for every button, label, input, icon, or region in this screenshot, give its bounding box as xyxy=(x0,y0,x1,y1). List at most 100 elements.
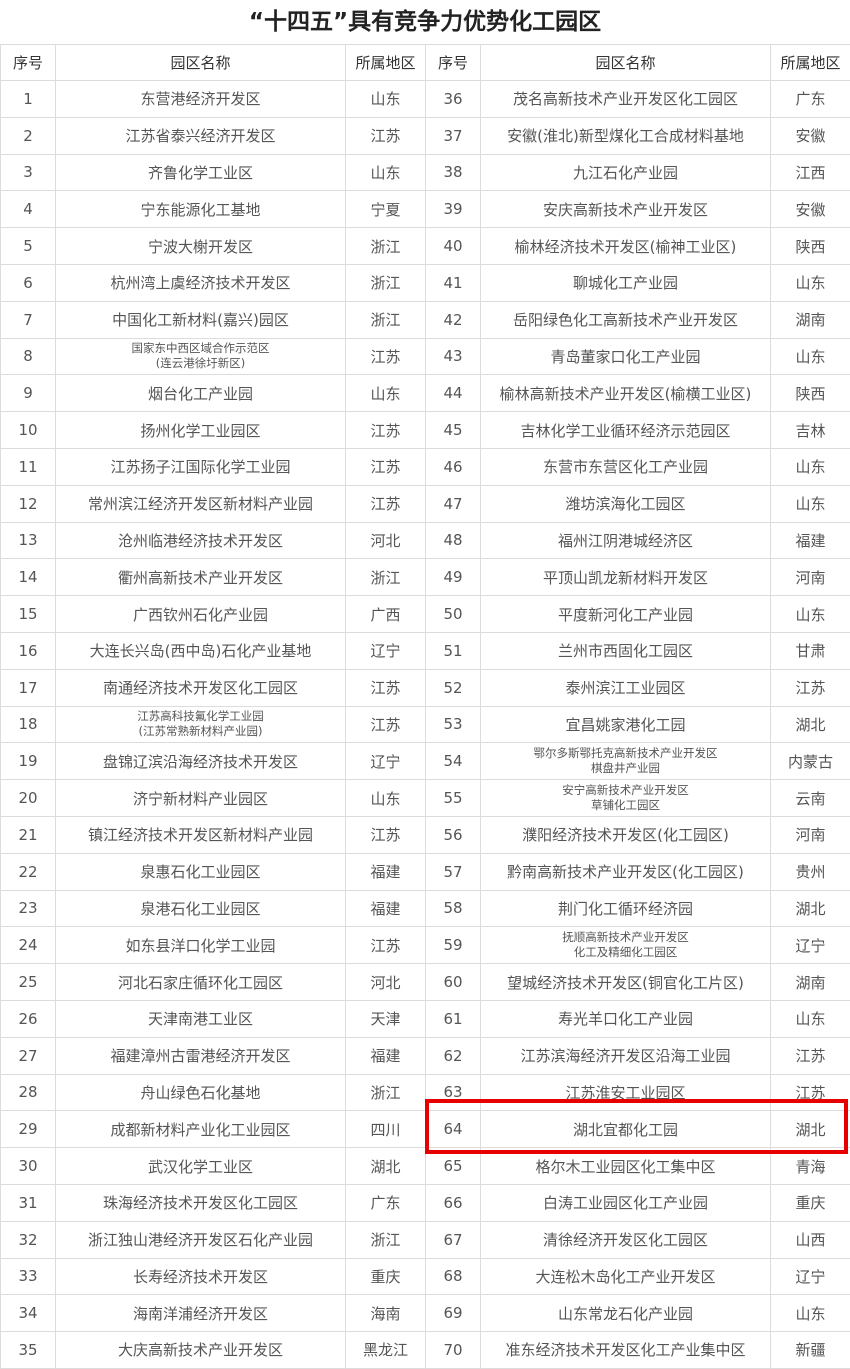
cell-region: 江苏 xyxy=(345,116,426,155)
cell-region: 福建 xyxy=(345,1036,426,1075)
cell-region: 江苏 xyxy=(770,1036,850,1075)
cell-region: 山西 xyxy=(770,1220,850,1259)
cell-index: 29 xyxy=(0,1110,56,1149)
cell-region: 广西 xyxy=(345,595,426,633)
cell-park-name: 海南洋浦经济开发区 xyxy=(55,1294,346,1333)
table-row: 32 浙江独山港经济开发区石化产业园 浙江 67 清徐经济开发区化工园区 山西 xyxy=(0,1220,850,1259)
header-index: 序号 xyxy=(0,44,56,81)
table-row: 9 烟台化工产业园 山东 44 榆林高新技术产业开发区(榆横工业区) 陕西 xyxy=(0,374,850,413)
table-row: 16 大连长兴岛(西中岛)石化产业基地 辽宁 51 兰州市西固化工园区 甘肃 xyxy=(0,631,850,670)
cell-region: 天津 xyxy=(345,999,426,1038)
cell-index: 20 xyxy=(0,779,56,817)
table-row: 5 宁波大榭开发区 浙江 40 榆林经济技术开发区(榆神工业区) 陕西 xyxy=(0,227,850,265)
cell-index: 33 xyxy=(0,1257,56,1296)
cell-region: 辽宁 xyxy=(770,926,850,965)
cell-index: 16 xyxy=(0,631,56,670)
cell-park-name: 东营港经济开发区 xyxy=(55,80,346,118)
cell-park-name: 潍坊滨海化工园区 xyxy=(480,484,771,523)
header-row: 序号 园区名称 所属地区 序号 园区名称 所属地区 xyxy=(0,44,850,81)
cell-region: 湖北 xyxy=(770,889,850,928)
cell-index: 47 xyxy=(425,484,481,523)
cell-park-name: 如东县洋口化学工业园 xyxy=(55,926,346,965)
cell-park-name: 长寿经济技术开发区 xyxy=(55,1257,346,1296)
cell-region: 广东 xyxy=(770,80,850,118)
table-row: 19 盘锦辽滨沿海经济技术开发区 辽宁 54 鄂尔多斯鄂托克高新技术产业开发区 棋盘井产… xyxy=(0,742,850,781)
cell-index: 23 xyxy=(0,889,56,928)
table-row: 17 南通经济技术开发区化工园区 江苏 52 泰州滨江工业园区 江苏 xyxy=(0,668,850,707)
cell-index: 56 xyxy=(425,815,481,854)
cell-index: 46 xyxy=(425,447,481,486)
cell-index: 57 xyxy=(425,852,481,891)
cell-park-name: 沧州临港经济技术开发区 xyxy=(55,521,346,560)
cell-index: 69 xyxy=(425,1294,481,1333)
cell-park-name: 九江石化产业园 xyxy=(480,153,771,192)
cell-region: 新疆 xyxy=(770,1331,850,1369)
cell-park-name: 南通经济技术开发区化工园区 xyxy=(55,668,346,707)
cell-index: 11 xyxy=(0,447,56,486)
table-row: 29 成都新材料产业化工业园区 四川 64 湖北宜都化工园 湖北 xyxy=(0,1110,850,1149)
cell-region: 福建 xyxy=(345,889,426,928)
table-row: 26 天津南港工业区 天津 61 寿光羊口化工产业园 山东 xyxy=(0,999,850,1038)
cell-index: 31 xyxy=(0,1183,56,1222)
cell-region: 辽宁 xyxy=(345,631,426,670)
cell-index: 14 xyxy=(0,558,56,597)
table-row: 11 江苏扬子江国际化学工业园 江苏 46 东营市东营区化工产业园 山东 xyxy=(0,447,850,486)
cell-park-name: 浙江独山港经济开发区石化产业园 xyxy=(55,1220,346,1259)
table-row: 7 中国化工新材料(嘉兴)园区 浙江 42 岳阳绿色化工高新技术产业开发区 湖南 xyxy=(0,300,850,339)
cell-index: 34 xyxy=(0,1294,56,1333)
cell-region: 山东 xyxy=(770,484,850,523)
cell-index: 54 xyxy=(425,742,481,781)
cell-park-name: 福州江阴港城经济区 xyxy=(480,521,771,560)
cell-index: 49 xyxy=(425,558,481,597)
cell-region: 安徽 xyxy=(770,190,850,229)
cell-index: 28 xyxy=(0,1073,56,1112)
header-region: 所属地区 xyxy=(770,44,850,81)
cell-region: 湖北 xyxy=(345,1147,426,1185)
cell-region: 江苏 xyxy=(345,815,426,854)
table-row: 2 江苏省泰兴经济开发区 江苏 37 安徽(淮北)新型煤化工合成材料基地 安徽 xyxy=(0,116,850,155)
parks-table: 序号 园区名称 所属地区 序号 园区名称 所属地区 1 东营港经济开发区 山东 36 茂… xyxy=(0,44,850,1369)
cell-park-name: 常州滨江经济开发区新材料产业园 xyxy=(55,484,346,523)
cell-park-name: 清徐经济开发区化工园区 xyxy=(480,1220,771,1259)
cell-park-name: 国家东中西区域合作示范区 (连云港徐圩新区) xyxy=(55,337,346,376)
cell-region: 辽宁 xyxy=(770,1257,850,1296)
header-park-name: 园区名称 xyxy=(55,44,346,81)
cell-park-name: 天津南港工业区 xyxy=(55,999,346,1038)
cell-region: 广东 xyxy=(345,1183,426,1222)
cell-index: 40 xyxy=(425,227,481,265)
cell-park-name: 福建漳州古雷港经济开发区 xyxy=(55,1036,346,1075)
cell-region: 宁夏 xyxy=(345,190,426,229)
cell-index: 5 xyxy=(0,227,56,265)
cell-index: 68 xyxy=(425,1257,481,1296)
cell-index: 10 xyxy=(0,411,56,449)
cell-park-name: 大连松木岛化工产业开发区 xyxy=(480,1257,771,1296)
table-row: 27 福建漳州古雷港经济开发区 福建 62 江苏滨海经济开发区沿海工业园 江苏 xyxy=(0,1036,850,1075)
cell-park-name: 珠海经济技术开发区化工园区 xyxy=(55,1183,346,1222)
cell-region: 浙江 xyxy=(345,558,426,597)
cell-region: 山东 xyxy=(770,337,850,376)
cell-park-name: 岳阳绿色化工高新技术产业开发区 xyxy=(480,300,771,339)
cell-park-name: 兰州市西固化工园区 xyxy=(480,631,771,670)
cell-region: 吉林 xyxy=(770,411,850,449)
cell-park-name: 扬州化学工业园区 xyxy=(55,411,346,449)
cell-index: 52 xyxy=(425,668,481,707)
cell-park-name: 榆林经济技术开发区(榆神工业区) xyxy=(480,227,771,265)
cell-park-name: 江苏扬子江国际化学工业园 xyxy=(55,447,346,486)
cell-park-name: 准东经济技术开发区化工产业集中区 xyxy=(480,1331,771,1369)
cell-park-name: 安徽(淮北)新型煤化工合成材料基地 xyxy=(480,116,771,155)
cell-region: 江苏 xyxy=(345,411,426,449)
cell-region: 浙江 xyxy=(345,263,426,302)
cell-region: 陕西 xyxy=(770,374,850,413)
cell-index: 26 xyxy=(0,999,56,1038)
cell-park-name: 鄂尔多斯鄂托克高新技术产业开发区 棋盘井产业园 xyxy=(480,742,771,781)
cell-region: 安徽 xyxy=(770,116,850,155)
cell-park-name: 荆门化工循环经济园 xyxy=(480,889,771,928)
cell-region: 江苏 xyxy=(345,705,426,744)
cell-index: 44 xyxy=(425,374,481,413)
cell-region: 甘肃 xyxy=(770,631,850,670)
cell-region: 山东 xyxy=(770,595,850,633)
table-row: 25 河北石家庄循环化工园区 河北 60 望城经济技术开发区(铜官化工片区) 湖南 xyxy=(0,963,850,1001)
table-row: 1 东营港经济开发区 山东 36 茂名高新技术产业开发区化工园区 广东 xyxy=(0,80,850,118)
cell-index: 67 xyxy=(425,1220,481,1259)
cell-region: 河北 xyxy=(345,521,426,560)
